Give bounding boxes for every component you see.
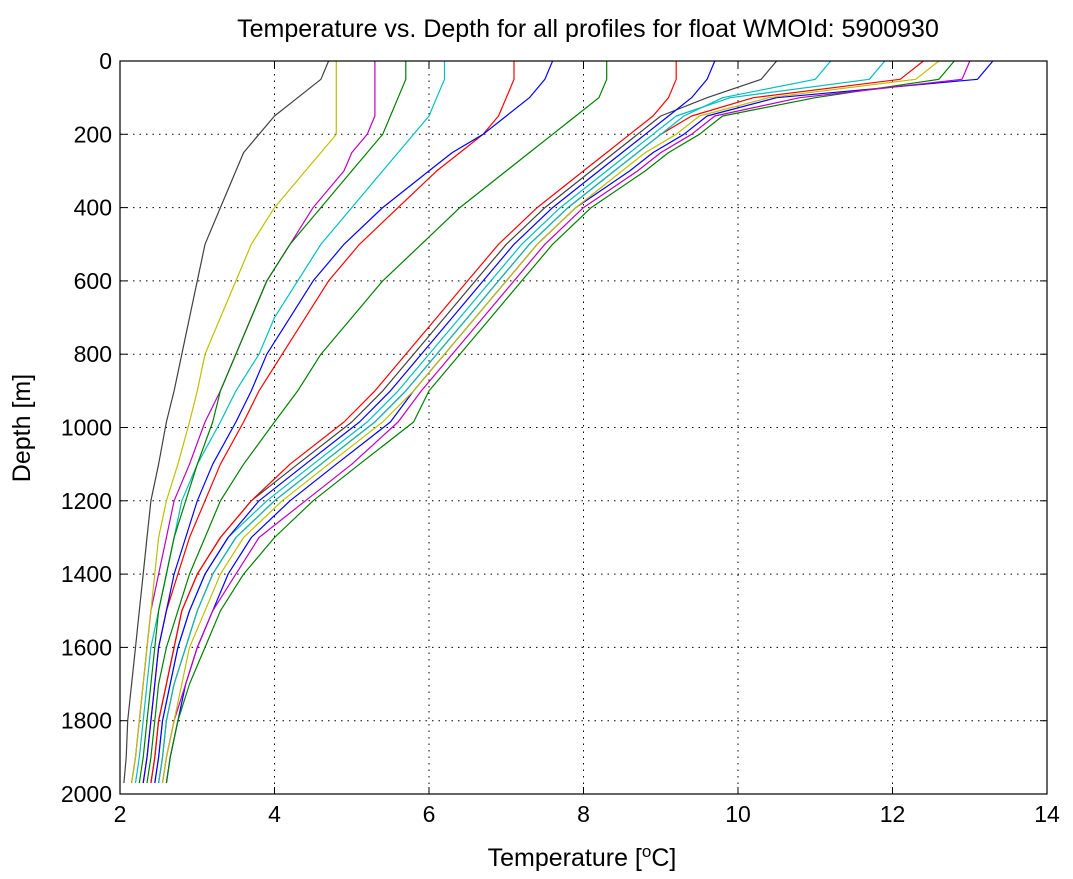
x-axis-label-superscript: o bbox=[642, 842, 651, 861]
profile-line bbox=[131, 61, 337, 784]
profile-line bbox=[158, 60, 924, 784]
y-tick-label: 800 bbox=[74, 341, 112, 367]
chart-title: Temperature vs. Depth for all profiles f… bbox=[237, 15, 939, 43]
profile-line bbox=[154, 60, 886, 784]
profile-line bbox=[161, 60, 940, 784]
x-tick-label: 10 bbox=[725, 801, 751, 827]
series-group bbox=[123, 60, 994, 784]
x-axis-label-start: Temperature [ bbox=[488, 844, 642, 872]
y-tick-label: 1800 bbox=[61, 708, 112, 734]
profile-line bbox=[158, 60, 832, 784]
profile-line bbox=[165, 60, 955, 784]
profile-line bbox=[150, 61, 677, 784]
profile-line bbox=[150, 60, 778, 784]
y-tick-label: 1600 bbox=[61, 634, 112, 660]
x-axis-label: Temperature [oC] bbox=[488, 842, 677, 872]
x-tick-label: 2 bbox=[114, 801, 127, 827]
x-tick-label: 8 bbox=[577, 801, 590, 827]
y-tick-label: 400 bbox=[74, 195, 112, 221]
profile-line bbox=[161, 60, 971, 784]
y-tick-label: 1200 bbox=[61, 488, 112, 514]
y-tick-label: 600 bbox=[74, 268, 112, 294]
y-axis-label: Depth [m] bbox=[8, 374, 36, 482]
x-axis-ticks: 2 4 6 8 10 12 14 bbox=[114, 61, 1060, 827]
y-tick-label: 200 bbox=[74, 121, 112, 147]
profile-line bbox=[123, 60, 330, 784]
profile-line bbox=[138, 61, 407, 784]
x-axis-label-end: C] bbox=[651, 844, 676, 872]
plot-frame bbox=[119, 60, 1048, 795]
y-tick-label: 1000 bbox=[61, 415, 112, 441]
profile-line bbox=[154, 60, 716, 784]
y-tick-label: 2000 bbox=[61, 781, 112, 807]
profile-line bbox=[165, 60, 994, 784]
x-tick-label: 12 bbox=[880, 801, 906, 827]
profile-line bbox=[142, 61, 515, 784]
x-tick-label: 4 bbox=[268, 801, 281, 827]
profile-line bbox=[146, 61, 608, 784]
x-tick-label: 6 bbox=[423, 801, 436, 827]
profile-line bbox=[134, 61, 446, 784]
profile-line bbox=[142, 60, 554, 784]
x-tick-label: 14 bbox=[1034, 801, 1060, 827]
y-tick-label: 1400 bbox=[61, 561, 112, 587]
y-tick-label: 0 bbox=[99, 48, 112, 74]
y-axis-ticks: 0 200 400 600 800 1000 1200 1400 1600 1800 2000 bbox=[61, 48, 1047, 807]
